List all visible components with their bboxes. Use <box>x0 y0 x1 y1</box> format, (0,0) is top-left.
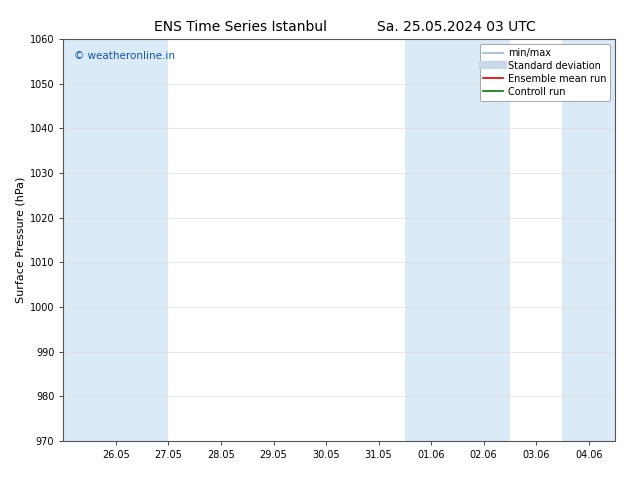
Y-axis label: Surface Pressure (hPa): Surface Pressure (hPa) <box>16 177 25 303</box>
Legend: min/max, Standard deviation, Ensemble mean run, Controll run: min/max, Standard deviation, Ensemble me… <box>479 44 610 100</box>
Text: Sa. 25.05.2024 03 UTC: Sa. 25.05.2024 03 UTC <box>377 20 536 34</box>
Text: © weatheronline.in: © weatheronline.in <box>74 51 176 61</box>
Bar <box>562 39 615 441</box>
Bar <box>63 39 169 441</box>
Text: ENS Time Series Istanbul: ENS Time Series Istanbul <box>155 20 327 34</box>
Bar <box>405 39 510 441</box>
